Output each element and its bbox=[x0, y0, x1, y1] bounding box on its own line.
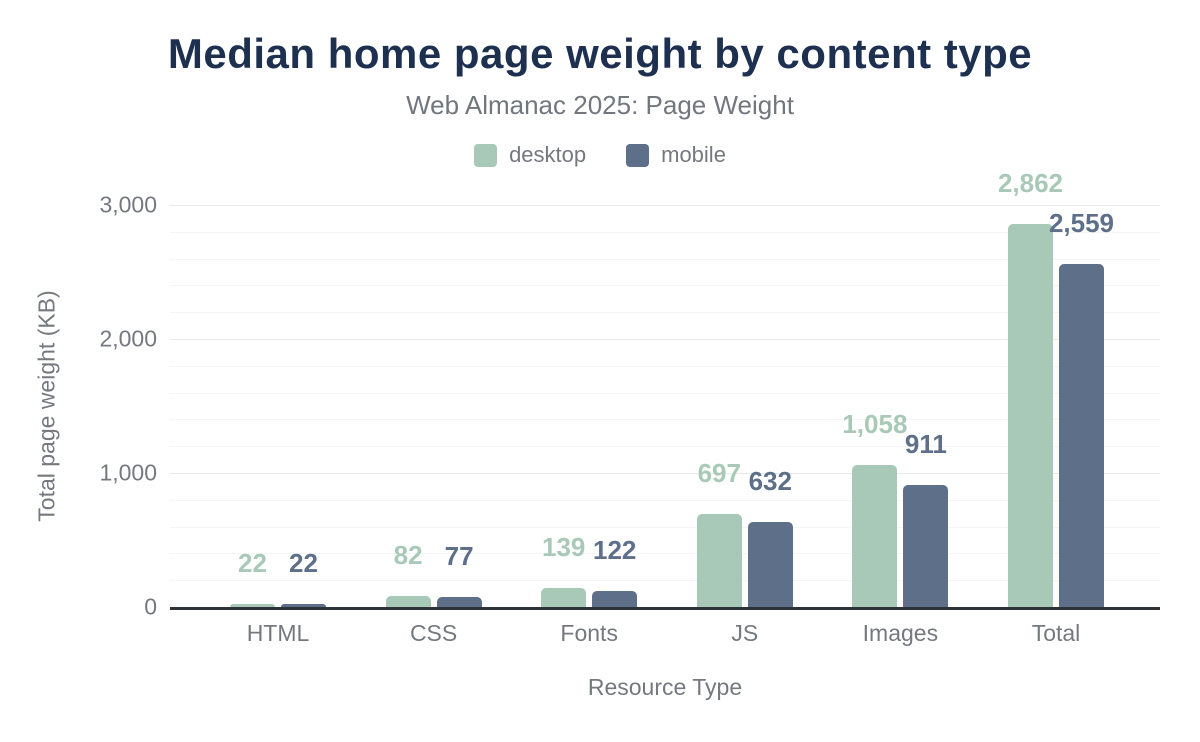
gridline-major bbox=[170, 339, 1160, 340]
value-label-desktop-js: 697 bbox=[697, 457, 741, 488]
desktop-swatch-icon bbox=[474, 143, 498, 167]
bar-desktop-total bbox=[1008, 223, 1053, 607]
gridline-minor bbox=[170, 365, 1160, 367]
gridline-minor bbox=[170, 258, 1160, 260]
bar-desktop-js bbox=[696, 513, 742, 607]
legend-item-desktop: desktop bbox=[474, 142, 586, 168]
x-tick-label-html: HTML bbox=[246, 620, 310, 646]
value-label-desktop-html: 22 bbox=[238, 548, 267, 579]
chart-subtitle: Web Almanac 2025: Page Weight bbox=[406, 90, 794, 120]
value-label-mobile-images: 911 bbox=[904, 428, 947, 459]
gridline-major bbox=[170, 473, 1160, 474]
x-tick-label-js: JS bbox=[731, 620, 759, 646]
y-tick-label: 2,000 bbox=[99, 325, 157, 352]
gridline-minor bbox=[170, 526, 1160, 528]
gridline-minor bbox=[170, 553, 1160, 555]
y-tick-label: 3,000 bbox=[99, 191, 157, 218]
value-label-desktop-css: 82 bbox=[393, 540, 423, 571]
legend-label-desktop: desktop bbox=[509, 142, 587, 167]
gridline-minor bbox=[170, 419, 1160, 421]
value-label-mobile-total: 2,559 bbox=[1048, 208, 1115, 239]
x-tick-label-total: Total bbox=[1031, 620, 1081, 646]
x-tick-label-css: CSS bbox=[409, 620, 458, 646]
value-label-mobile-js: 632 bbox=[748, 466, 792, 497]
value-label-desktop-total: 2,862 bbox=[997, 167, 1064, 198]
bar-mobile-html bbox=[281, 604, 326, 607]
y-tick-label: 0 bbox=[144, 593, 157, 620]
value-label-desktop-images: 1,058 bbox=[842, 409, 908, 440]
mobile-swatch-icon bbox=[626, 143, 650, 167]
legend-item-mobile: mobile bbox=[626, 142, 726, 168]
bar-mobile-images bbox=[903, 484, 949, 607]
chart-title: Median home page weight by content type bbox=[167, 30, 1033, 77]
value-label-desktop-fonts: 139 bbox=[541, 532, 586, 563]
gridline-major bbox=[170, 205, 1160, 206]
bar-desktop-images bbox=[852, 465, 898, 607]
y-axis-title: Total page weight (KB) bbox=[33, 290, 60, 522]
gridline-minor bbox=[170, 312, 1160, 314]
value-label-mobile-css: 77 bbox=[444, 540, 474, 571]
chart-legend: desktop mobile bbox=[0, 142, 1200, 168]
bar-desktop-css bbox=[385, 596, 431, 607]
y-tick-label: 1,000 bbox=[99, 459, 157, 486]
gridline-minor bbox=[170, 231, 1160, 233]
x-tick-label-fonts: Fonts bbox=[560, 620, 618, 646]
bar-mobile-css bbox=[436, 596, 482, 607]
plot-area: 22 22 82 77 139 122 697 632 1,058 911 2,862 2,559 bbox=[170, 170, 1160, 610]
value-label-mobile-fonts: 122 bbox=[592, 534, 637, 565]
gridline-minor bbox=[170, 285, 1160, 287]
bar-mobile-total bbox=[1059, 264, 1104, 607]
gridline-minor bbox=[170, 499, 1160, 501]
x-tick-label-images: Images bbox=[862, 620, 939, 646]
gridline-minor bbox=[170, 580, 1160, 582]
bar-mobile-js bbox=[747, 522, 793, 607]
value-label-mobile-html: 22 bbox=[289, 548, 318, 579]
legend-label-mobile: mobile bbox=[661, 142, 726, 167]
bar-desktop-fonts bbox=[541, 588, 587, 607]
x-axis-title: Resource Type bbox=[587, 674, 743, 700]
bar-desktop-html bbox=[230, 604, 275, 607]
gridline-minor bbox=[170, 446, 1160, 448]
bar-mobile-fonts bbox=[592, 590, 638, 607]
gridline-minor bbox=[170, 392, 1160, 394]
